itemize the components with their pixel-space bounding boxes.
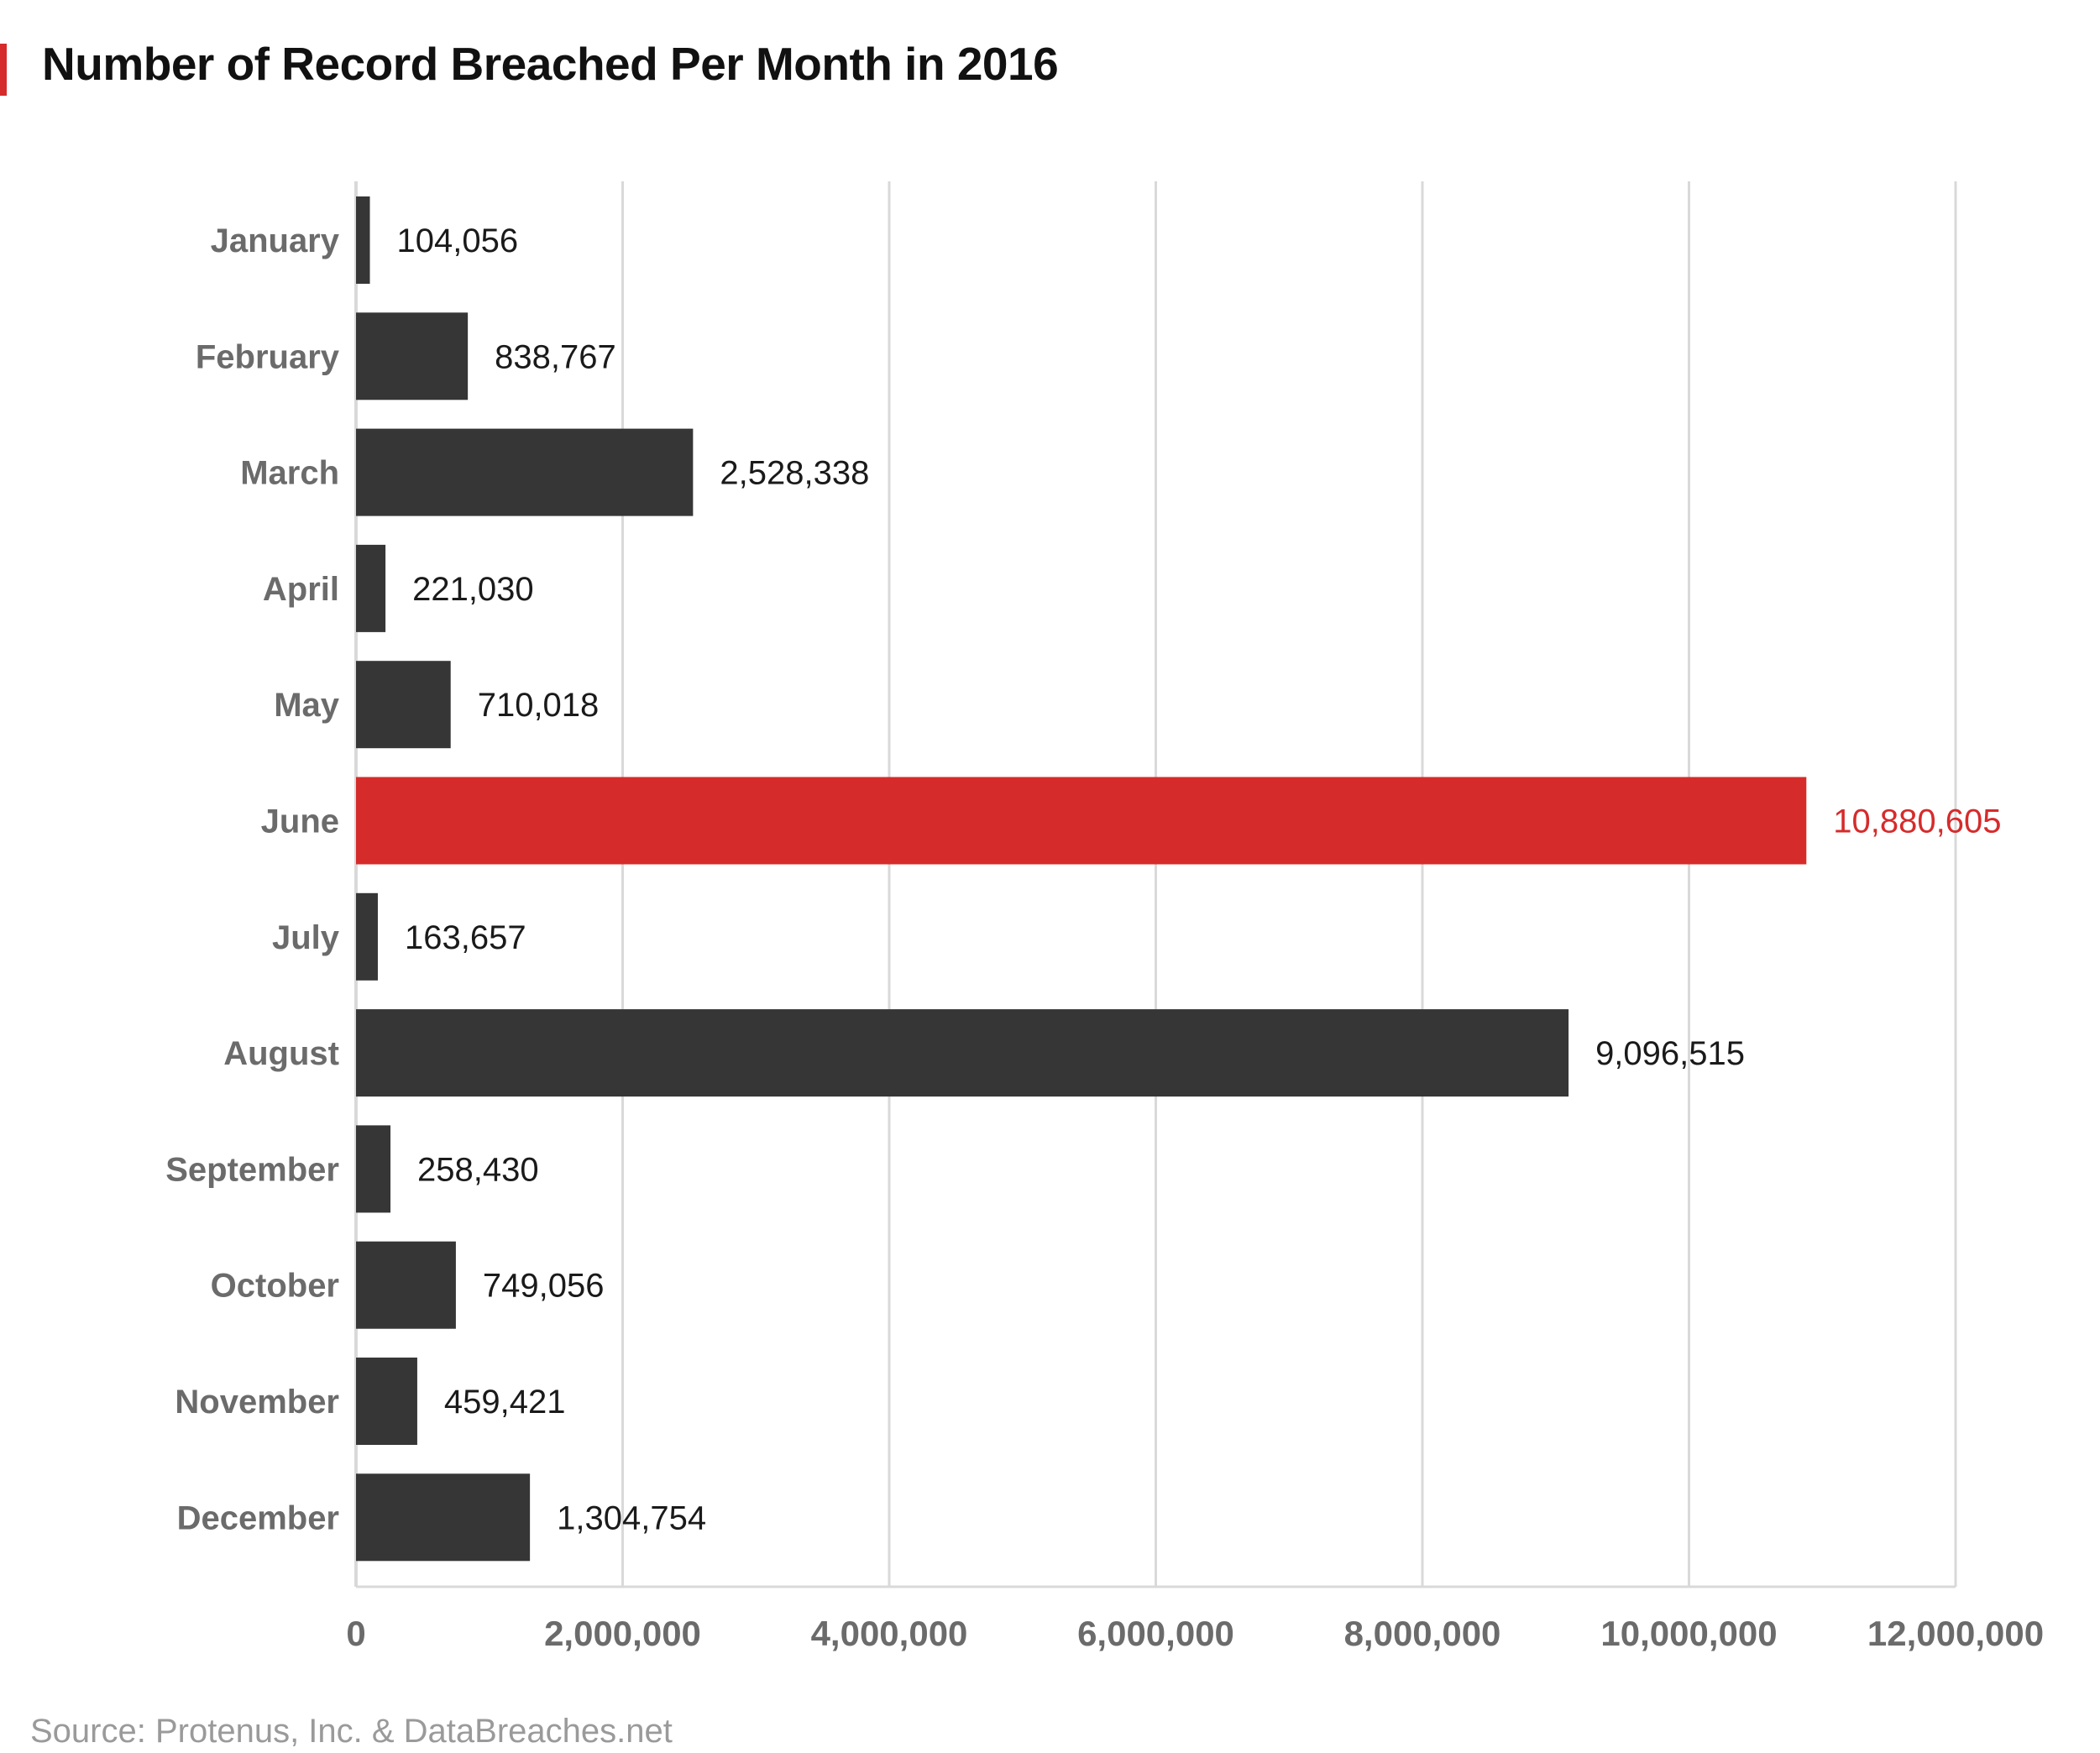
value-label: 163,657 <box>405 919 526 956</box>
category-label: January <box>211 222 340 259</box>
category-label: April <box>263 571 339 608</box>
category-label: August <box>223 1035 339 1072</box>
x-tick-label: 2,000,000 <box>544 1614 701 1653</box>
x-tick-label: 12,000,000 <box>1867 1614 2044 1653</box>
bar-april <box>356 544 386 632</box>
source-note: Source: Protenus, Inc. & DataBreaches.ne… <box>30 1713 673 1750</box>
category-label: February <box>196 338 340 375</box>
value-label: 749,056 <box>483 1268 605 1305</box>
title-accent-bar <box>0 44 7 96</box>
bars <box>356 196 1807 1562</box>
value-label: 10,880,605 <box>1833 803 2001 840</box>
bar-february <box>356 312 469 400</box>
category-label: September <box>165 1151 339 1188</box>
category-label: October <box>211 1268 339 1305</box>
value-label: 710,018 <box>478 687 600 724</box>
category-label: November <box>175 1384 339 1421</box>
bar-march <box>356 428 694 516</box>
category-label: May <box>274 687 340 724</box>
x-tick-label: 6,000,000 <box>1077 1614 1234 1653</box>
value-label: 221,030 <box>412 571 534 608</box>
x-tick-label: 8,000,000 <box>1344 1614 1501 1653</box>
grid-lines <box>354 181 1957 1588</box>
bar-july <box>356 892 378 981</box>
category-label: June <box>261 803 339 840</box>
value-label: 838,767 <box>495 338 616 375</box>
value-label: 2,528,338 <box>720 455 869 492</box>
value-labels: 104,056 838,767 2,528,338 221,030 710,018 10,… <box>397 222 2002 1536</box>
bar-september <box>356 1125 391 1213</box>
category-labels: January February March April May June July Augu… <box>165 222 340 1536</box>
bar-june <box>356 777 1807 865</box>
value-label: 258,430 <box>417 1151 539 1188</box>
bar-october <box>356 1241 456 1329</box>
value-label: 9,096,515 <box>1595 1035 1745 1072</box>
x-tick-label: 0 <box>346 1614 365 1653</box>
bar-november <box>356 1358 417 1445</box>
bar-may <box>356 661 451 749</box>
value-label: 1,304,754 <box>557 1499 706 1536</box>
value-label: 104,056 <box>397 222 519 259</box>
x-tick-label: 10,000,000 <box>1600 1614 1777 1653</box>
x-tick-labels: 0 2,000,000 4,000,000 6,000,000 8,000,000 10,… <box>346 1614 2044 1653</box>
bar-december <box>356 1473 531 1562</box>
bar-august <box>356 1009 1569 1097</box>
category-label: December <box>177 1499 339 1536</box>
category-label: March <box>240 455 339 492</box>
value-label: 459,421 <box>444 1384 566 1421</box>
x-tick-label: 4,000,000 <box>811 1614 968 1653</box>
chart-title: Number of Record Breached Per Month in 2… <box>42 38 1059 90</box>
bar-january <box>356 196 370 284</box>
category-label: July <box>272 919 340 956</box>
